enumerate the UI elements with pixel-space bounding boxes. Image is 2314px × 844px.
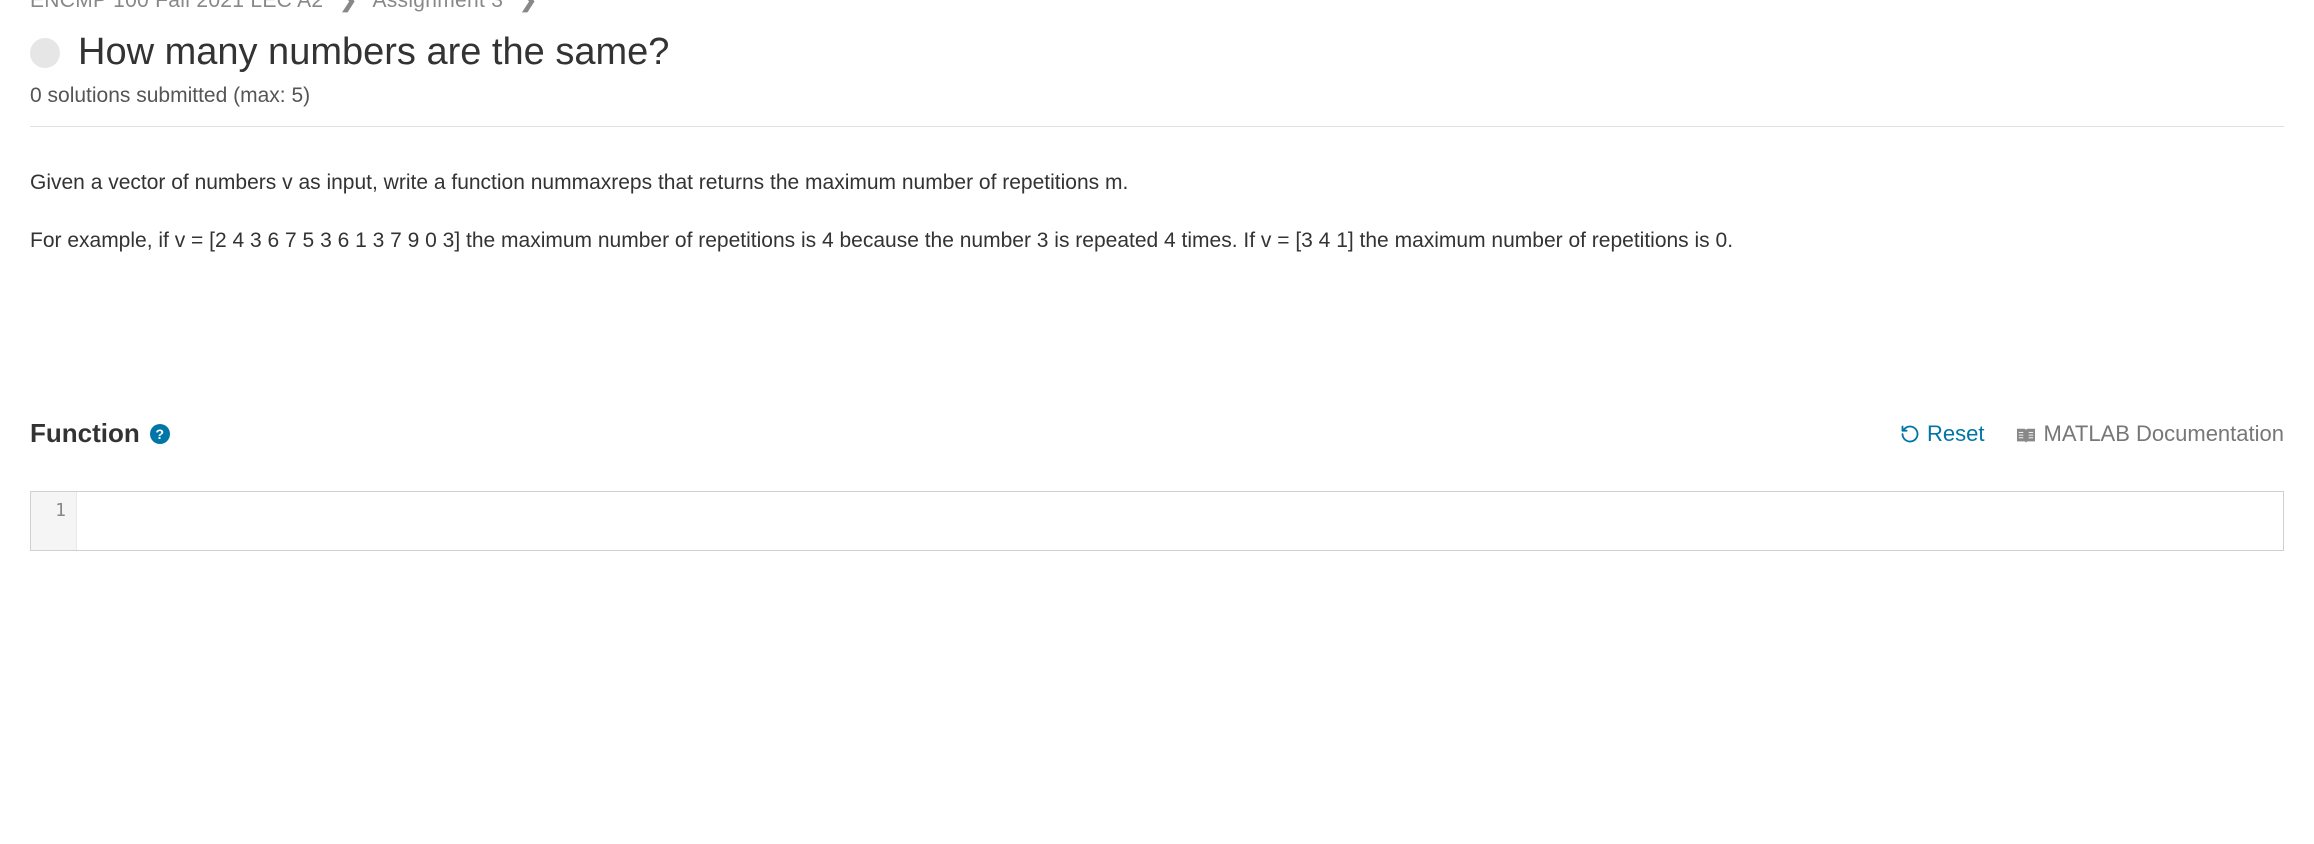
line-number: 1: [31, 500, 66, 521]
function-label-group: Function ?: [30, 418, 170, 449]
description-paragraph: Given a vector of numbers v as input, wr…: [30, 165, 2284, 201]
book-icon: [2015, 425, 2035, 443]
breadcrumb-course[interactable]: ENCMP 100 Fall 2021 LEC A2: [30, 0, 323, 12]
code-editor[interactable]: 1: [30, 491, 2284, 551]
reset-icon: [1900, 424, 1920, 444]
status-circle-icon: [30, 38, 60, 68]
documentation-link[interactable]: MATLAB Documentation: [2015, 421, 2284, 447]
reset-label: Reset: [1927, 421, 1984, 447]
chevron-right-icon: ❯: [519, 0, 537, 12]
line-gutter: 1: [31, 492, 77, 550]
function-bar: Function ? Reset: [30, 418, 2284, 449]
solutions-status: 0 solutions submitted (max: 5): [30, 84, 2284, 108]
title-row: How many numbers are the same?: [30, 31, 2284, 74]
breadcrumb-assignment[interactable]: Assignment 3: [372, 0, 503, 12]
help-icon[interactable]: ?: [150, 424, 170, 444]
code-input[interactable]: [77, 492, 2283, 550]
documentation-label: MATLAB Documentation: [2044, 421, 2284, 447]
description-paragraph: For example, if v = [2 4 3 6 7 5 3 6 1 3…: [30, 223, 2284, 259]
page-title: How many numbers are the same?: [78, 31, 669, 74]
function-actions: Reset MATLAB Documentation: [1900, 421, 2284, 447]
reset-button[interactable]: Reset: [1900, 421, 1984, 447]
function-label: Function: [30, 418, 140, 449]
breadcrumb: ENCMP 100 Fall 2021 LEC A2 ❯ Assignment …: [30, 0, 2284, 13]
divider: [30, 126, 2284, 127]
chevron-right-icon: ❯: [340, 0, 358, 12]
problem-description: Given a vector of numbers v as input, wr…: [30, 165, 2284, 258]
